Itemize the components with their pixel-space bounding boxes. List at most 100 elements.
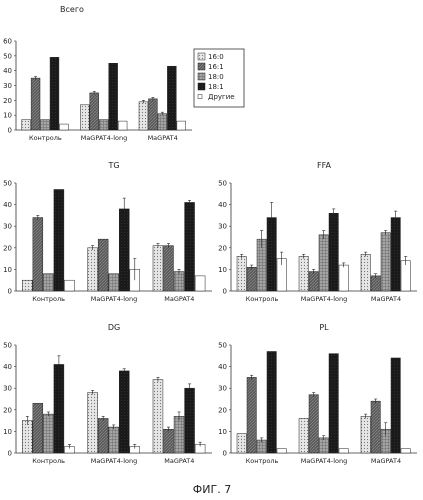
bar-magpat4-long-16-1: [97, 238, 109, 292]
bar-magpat4-18-1: [167, 65, 177, 131]
error-bar: [57, 355, 61, 374]
legend: 16:0 16:1 18:0 18:1 Другие: [193, 48, 245, 108]
y-tick-label: 50: [3, 180, 12, 188]
error-bar: [332, 208, 336, 218]
error-bar: [322, 435, 326, 441]
y-tick-label: 20: [218, 406, 227, 414]
y-tick-label: 0: [223, 450, 227, 458]
error-bar: [34, 76, 38, 80]
bar-magpat4-long-18-1: [119, 370, 130, 454]
y-tick-label: 0: [8, 288, 12, 296]
chart-tg: TG 0 10 20 30 40 50 Контроль MaGPAT4-long MaGPAT4: [3, 161, 212, 303]
category-label: MaGPAT4: [148, 134, 178, 142]
y-tick-label: 30: [218, 385, 227, 393]
bar-контроль-18-1: [266, 351, 277, 454]
error-bar: [302, 253, 306, 259]
legend-swatch-16-0: [197, 52, 206, 61]
y-tick-label: 30: [3, 223, 12, 231]
category-label: Контроль: [32, 295, 65, 303]
error-bar: [280, 251, 284, 266]
error-bar: [151, 97, 155, 101]
bar-magpat4-long-16-0: [298, 256, 309, 292]
bar-magpat4-16-0: [138, 101, 149, 131]
error-bar: [101, 415, 105, 421]
error-bar: [122, 197, 126, 220]
category-label: MaGPAT4-long: [301, 457, 348, 465]
error-bar: [156, 243, 160, 248]
bar-magpat4-long-16-0: [80, 104, 90, 131]
bar-magpat4-long-18-1: [119, 208, 130, 292]
error-bar: [250, 374, 254, 380]
bar-magpat4-long-18-0: [318, 234, 329, 292]
bar-контроль-16-1: [30, 77, 41, 131]
chart-ffa: FFA 0 10 20 30 40 50 Контроль MaGPAT4-long MaGPAT…: [218, 161, 417, 303]
bar-magpat4-18-0: [173, 271, 185, 292]
chart-title: DG: [108, 323, 120, 332]
bar-magpat4-other: [176, 120, 186, 131]
bar-контроль-16-1: [246, 377, 257, 454]
error-bar: [141, 100, 145, 104]
bar-контроль-16-1: [32, 403, 44, 454]
bar-контроль-16-0: [236, 433, 247, 454]
bar-magpat4-other: [194, 275, 206, 292]
bar-magpat4-long-other: [117, 120, 128, 131]
bar-magpat4-long-other: [338, 264, 349, 292]
chart-всего: Всего 0 10 20 30 40 50 60 Контроль MaGPAT4-long Ma…: [3, 5, 192, 142]
error-bar: [364, 251, 368, 257]
error-bar: [260, 437, 264, 443]
chart-title: FFA: [317, 161, 331, 170]
legend-label-18-0: 18:0: [208, 73, 224, 81]
bar-magpat4-long-18-1: [108, 63, 118, 131]
error-bar: [133, 444, 137, 449]
error-bar: [166, 426, 170, 432]
y-tick-label: 10: [218, 428, 227, 436]
y-tick-label: 30: [3, 82, 12, 90]
error-bar: [270, 202, 274, 233]
bar-magpat4-18-0: [380, 232, 391, 292]
y-tick-label: 30: [218, 223, 227, 231]
error-bar: [374, 398, 378, 404]
y-tick-label: 10: [3, 428, 12, 436]
error-bar: [91, 245, 95, 250]
category-label: MaGPAT4: [164, 295, 194, 303]
bar-контроль-18-1: [53, 364, 65, 454]
legend-label-18-1: 18:1: [208, 83, 224, 91]
bar-magpat4-18-0: [173, 416, 185, 454]
y-tick-label: 30: [3, 385, 12, 393]
error-bar: [250, 264, 254, 270]
y-tick-label: 20: [218, 244, 227, 252]
error-bar: [188, 199, 192, 205]
error-bar: [364, 413, 368, 419]
y-tick-label: 0: [223, 288, 227, 296]
y-tick-label: 50: [218, 180, 227, 188]
bar-magpat4-long-other: [338, 448, 349, 454]
error-bar: [342, 262, 346, 268]
bar-контроль-16-0: [22, 279, 33, 292]
error-bar: [260, 230, 264, 248]
bar-magpat4-long-16-1: [97, 418, 109, 454]
bar-magpat4-long-18-0: [318, 437, 329, 454]
bar-magpat4-other: [400, 260, 411, 292]
bar-magpat4-16-1: [163, 428, 174, 454]
error-bar: [92, 91, 96, 95]
bar-magpat4-18-0: [157, 113, 168, 131]
legend-label-other: Другие: [208, 93, 235, 101]
bar-контроль-other: [276, 448, 287, 454]
y-tick-label: 40: [218, 201, 227, 209]
error-bar: [36, 215, 40, 220]
error-bar: [384, 230, 388, 235]
error-bar: [322, 230, 326, 240]
error-bar: [177, 411, 181, 421]
category-label: Контроль: [246, 295, 279, 303]
bar-контроль-18-0: [40, 119, 50, 131]
chart-pl: PL 0 10 20 30 40 50 Контроль MaGPAT4-long MaGPAT4: [218, 323, 417, 465]
bar-magpat4-other: [400, 448, 411, 454]
error-bar: [46, 411, 50, 417]
bar-magpat4-16-1: [370, 400, 381, 454]
bar-magpat4-16-1: [370, 275, 381, 292]
bar-magpat4-long-16-1: [308, 394, 319, 454]
y-tick-label: 50: [3, 342, 12, 350]
bar-magpat4-long-18-0: [108, 273, 119, 292]
category-label: MaGPAT4-long: [301, 295, 348, 303]
